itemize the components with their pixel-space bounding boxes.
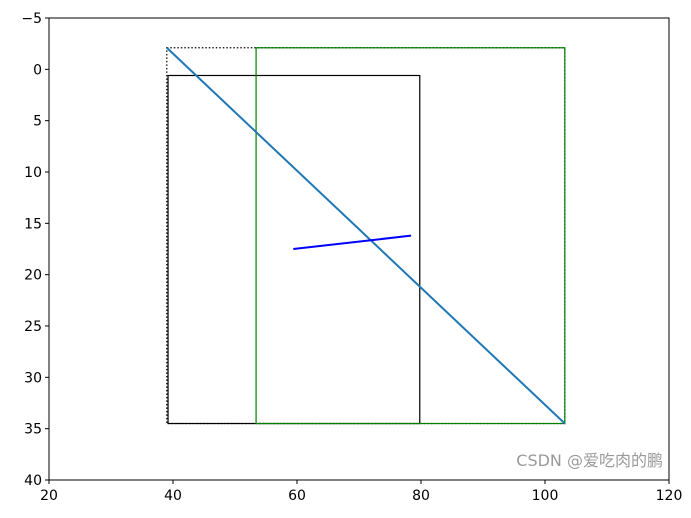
y-tick-label: 15 — [24, 216, 42, 232]
axes-frame — [48, 17, 670, 481]
rect-series-4 — [255, 47, 566, 425]
y-tick-label: 20 — [24, 268, 42, 284]
y-tick-label: 5 — [33, 114, 42, 130]
y-tick-label: 35 — [24, 422, 42, 438]
y-tick-label: 10 — [24, 165, 42, 181]
watermark: CSDN @爱吃肉的鹏 — [516, 451, 663, 470]
line-series-0 — [166, 47, 566, 425]
x-tick-label: 120 — [656, 488, 683, 504]
line-series-1 — [293, 234, 412, 250]
y-tick-label: −5 — [21, 11, 42, 27]
x-tick-label: 60 — [288, 488, 306, 504]
x-tick-label: 100 — [532, 488, 559, 504]
x-tick-label: 20 — [40, 488, 58, 504]
x-tick-label: 80 — [412, 488, 430, 504]
y-tick-label: 0 — [33, 62, 42, 78]
x-tick-label: 40 — [164, 488, 182, 504]
y-tick-label: 40 — [24, 473, 42, 489]
y-tick-label: 25 — [24, 319, 42, 335]
y-tick-label: 30 — [24, 370, 42, 386]
